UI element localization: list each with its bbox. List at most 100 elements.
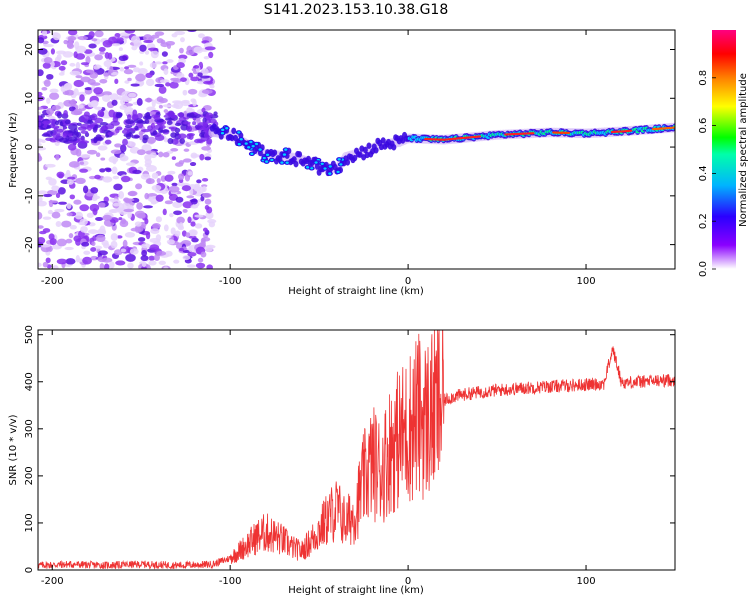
ridge-core xyxy=(373,147,379,154)
noise-blob xyxy=(111,166,118,175)
noise-blob xyxy=(95,134,102,141)
noise-blob xyxy=(67,30,78,36)
top-y-ticks: -20 -10 0 10 20 xyxy=(24,43,675,253)
noise-blob xyxy=(64,246,74,251)
noise-blob xyxy=(102,94,111,102)
noise-blob xyxy=(125,253,136,262)
noise-blob xyxy=(186,125,193,132)
noise-blob xyxy=(132,67,141,73)
noise-blob xyxy=(110,72,119,76)
noise-blob xyxy=(187,216,192,224)
noise-blob xyxy=(140,243,151,249)
noise-blob xyxy=(179,138,185,144)
noise-blob xyxy=(99,78,108,84)
noise-blob xyxy=(205,211,214,220)
noise-blob xyxy=(112,175,120,180)
bottom-y-axis-label: SNR (10 * v/v) xyxy=(8,414,19,485)
noise-blob xyxy=(127,133,134,137)
ridge-core xyxy=(297,151,303,158)
noise-blob xyxy=(38,147,47,151)
noise-blob xyxy=(122,239,128,248)
noise-blob xyxy=(88,31,95,39)
noise-blob xyxy=(140,173,151,180)
noise-blob xyxy=(162,208,167,216)
noise-blob xyxy=(159,79,170,84)
noise-blob xyxy=(81,241,90,247)
colorbar-tick-label: 0.2 xyxy=(698,213,709,229)
noise-blob xyxy=(51,105,61,111)
colorbar-ticks: 0.0 0.2 0.4 0.6 0.8 xyxy=(698,70,716,277)
noise-blob xyxy=(149,244,160,251)
noise-blob xyxy=(38,106,44,111)
noise-blob xyxy=(148,260,157,266)
noise-blob xyxy=(128,92,137,98)
noise-blob xyxy=(110,209,117,213)
noise-blob xyxy=(69,62,76,67)
ridge-core xyxy=(345,159,351,166)
noise-blob xyxy=(134,221,142,227)
noise-blob xyxy=(172,201,183,209)
noise-blob xyxy=(167,110,175,118)
noise-blob xyxy=(94,174,101,180)
top-x-axis-label: Height of straight line (km) xyxy=(288,286,424,297)
noise-blob xyxy=(124,107,135,116)
noise-blob xyxy=(93,87,104,95)
noise-blob xyxy=(55,134,60,140)
noise-blob xyxy=(140,255,149,262)
noise-blob xyxy=(122,138,128,146)
noise-blob xyxy=(90,247,97,252)
noise-blob xyxy=(42,261,49,268)
noise-blob xyxy=(99,263,105,269)
y-tick-label: 300 xyxy=(24,419,35,438)
noise-blob xyxy=(45,137,54,141)
y-tick-label: 400 xyxy=(24,372,35,391)
noise-blob xyxy=(150,50,159,59)
noise-blob xyxy=(174,122,182,127)
noise-blob xyxy=(182,158,192,163)
noise-blob xyxy=(95,234,106,243)
noise-blob xyxy=(169,212,174,218)
noise-blob xyxy=(80,226,88,233)
noise-blob xyxy=(127,262,134,269)
noise-blob xyxy=(173,259,180,264)
noise-blob xyxy=(190,204,199,209)
noise-blob xyxy=(159,129,170,133)
noise-blob xyxy=(191,237,199,243)
noise-blob xyxy=(103,263,110,269)
noise-blob xyxy=(108,198,119,202)
noise-blob xyxy=(120,144,127,153)
noise-blob xyxy=(54,208,65,213)
noise-blob xyxy=(198,33,205,39)
noise-blob xyxy=(90,187,99,194)
noise-blob xyxy=(203,80,213,85)
noise-blob xyxy=(163,137,169,143)
noise-blob xyxy=(119,104,128,110)
noise-blob xyxy=(62,132,67,138)
noise-blob xyxy=(75,75,83,79)
noise-blob xyxy=(204,198,212,205)
noise-blob xyxy=(102,91,112,96)
noise-blob xyxy=(52,32,61,41)
noise-blob xyxy=(202,192,212,198)
noise-blob xyxy=(187,88,198,95)
noise-blob xyxy=(144,119,150,124)
noise-blob xyxy=(123,69,134,75)
noise-blob xyxy=(48,178,57,186)
noise-blob xyxy=(110,149,122,154)
noise-blob xyxy=(186,112,195,117)
noise-blob xyxy=(202,227,208,232)
noise-blob xyxy=(74,41,80,50)
noise-blob xyxy=(101,125,109,131)
noise-blob xyxy=(104,51,110,59)
ridge-core xyxy=(362,146,368,154)
noise-blob xyxy=(153,254,160,262)
noise-blob xyxy=(80,118,89,123)
colorbar-label: Normalized spectral amplitude xyxy=(738,73,749,227)
noise-blob xyxy=(90,255,99,261)
noise-blob xyxy=(131,135,140,139)
noise-blob xyxy=(97,250,108,256)
noise-blob xyxy=(175,196,184,203)
noise-blob xyxy=(129,248,139,255)
noise-blob xyxy=(75,53,86,60)
noise-blob xyxy=(144,97,153,103)
